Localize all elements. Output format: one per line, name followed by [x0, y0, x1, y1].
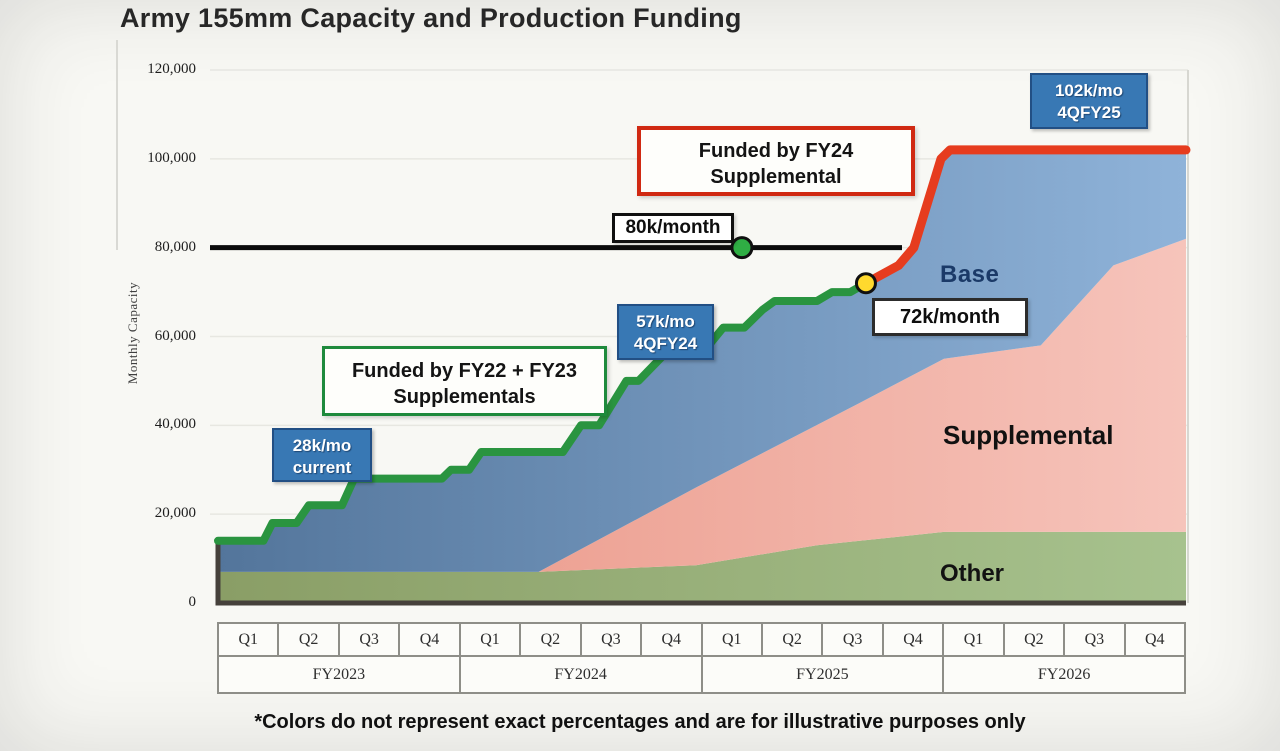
quarter-cell-FY2023-Q2: Q2 [277, 622, 340, 657]
quarter-cell-FY2024-Q4: Q4 [640, 622, 703, 657]
quarter-cell-FY2024-Q3: Q3 [579, 622, 643, 657]
supplemental-area [538, 238, 1186, 572]
callout-57k-line1: 57k/mo [636, 312, 695, 331]
funded-fy22-fy23-line2: Supplementals [393, 386, 536, 408]
y-tick-0: 0 [188, 594, 197, 610]
y-tick-120000: 120,000 [147, 61, 196, 77]
x-axis-table: Q1 Q2 Q3 Q4 Q1 Q2 Q3 Q4 Q1 Q2 Q3 Q4 Q1 Q2 Q3 Q4 FY2023 FY… [216, 622, 1187, 694]
funded-fy22-fy23-line1: Funded by FY22 + FY23 [351, 360, 578, 382]
y-tick-60000: 60,000 [154, 327, 196, 344]
callout-102k-line2: 4QFY25 [1057, 103, 1121, 123]
callout-57k-4qfy24: 57k/mo 4QFY24 [617, 304, 714, 360]
quarter-cell-FY2024-Q1: Q1 [458, 622, 522, 657]
axis-edge [215, 540, 1186, 606]
quarter-cell-FY2026-Q4: Q4 [1123, 622, 1187, 657]
quarter-cell-FY2025-Q3: Q3 [821, 622, 884, 657]
y-tick-100000: 100,000 [147, 149, 196, 166]
fiscal-year-cell-FY2024: FY2024 [458, 655, 703, 694]
y-tick-40000: 40,000 [154, 416, 196, 433]
quarter-cell-FY2024-Q2: Q2 [519, 622, 582, 657]
reference-80k-label: 80k/month [612, 213, 734, 243]
funded-fy22-fy23-box: Funded by FY22 + FY23 Supplementals [322, 346, 607, 416]
quarter-cell-FY2023-Q1: Q1 [216, 622, 280, 657]
fiscal-year-cell-FY2025: FY2025 [700, 655, 945, 694]
other-area [218, 531, 1186, 603]
fiscal-year-cell-FY2026: FY2026 [942, 655, 1186, 694]
quarter-cell-FY2026-Q1: Q1 [942, 622, 1005, 657]
page-title: Army 155mm Capacity and Production Fundi… [120, 3, 742, 33]
y-tick-80000: 80,000 [154, 238, 196, 255]
reference-72k-label: 72k/month [872, 298, 1028, 336]
green-dot-marker [730, 236, 754, 260]
fiscal-year-cell-FY2023: FY2023 [217, 655, 461, 694]
quarter-cell-FY2026-Q2: Q2 [1002, 622, 1066, 657]
callout-102k-line1: 102k/mo [1054, 81, 1124, 100]
area-label-other: Other [940, 560, 1005, 587]
callout-28k-line1: 28k/mo [292, 436, 352, 455]
quarter-cell-FY2023-Q4: Q4 [398, 622, 461, 657]
quarter-cell-FY2025-Q2: Q2 [760, 622, 824, 657]
callout-102k-4qfy25: 102k/mo 4QFY25 [1030, 73, 1148, 129]
callout-28k-line2: current [292, 458, 352, 478]
area-label-base: Base [940, 261, 1000, 288]
yellow-dot-marker [854, 272, 877, 295]
callout-57k-line2: 4QFY24 [633, 334, 698, 354]
footnote: *Colors do not represent exact percentag… [254, 711, 1026, 733]
area-label-supplemental: Supplemental [943, 420, 1114, 450]
funded-fy24-box: Funded by FY24 Supplemental [637, 126, 915, 196]
capacity-line-green [214, 279, 870, 545]
funded-fy24-line2: Supplemental [710, 166, 842, 188]
callout-28k-current: 28k/mo current [272, 428, 372, 482]
funded-fy24-line1: Funded by FY24 [698, 140, 854, 162]
quarter-cell-FY2025-Q1: Q1 [700, 622, 763, 657]
y-tick-20000: 20,000 [154, 505, 196, 522]
quarter-cell-FY2023-Q3: Q3 [337, 622, 401, 657]
quarter-cell-FY2026-Q3: Q3 [1063, 622, 1126, 657]
quarter-cell-FY2025-Q4: Q4 [881, 622, 945, 657]
capacity-line-red [861, 145, 1191, 288]
base-area [218, 149, 1186, 572]
